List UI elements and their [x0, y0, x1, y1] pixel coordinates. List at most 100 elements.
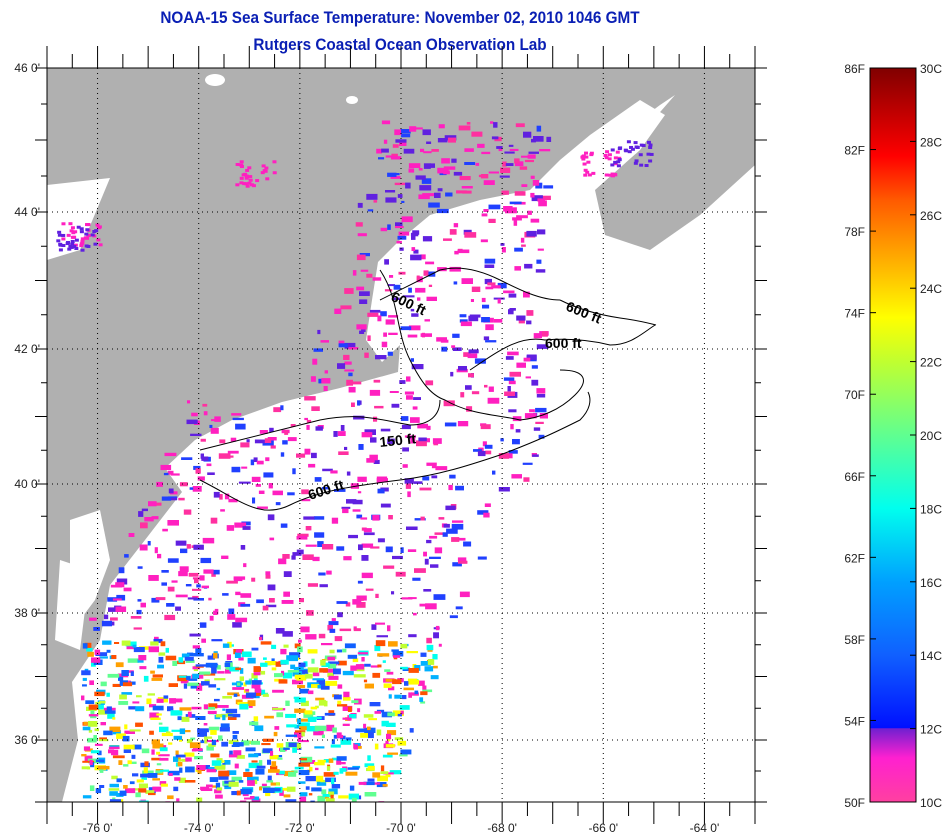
sst-pixel: [364, 727, 376, 733]
sst-pixel: [389, 770, 402, 775]
sst-pixel: [391, 403, 400, 408]
sst-pixel: [311, 787, 322, 792]
sst-pixel: [390, 176, 401, 179]
sst-pixel: [216, 705, 229, 708]
sst-pixel: [384, 669, 391, 672]
sst-pixel: [250, 740, 260, 745]
sst-pixel: [480, 424, 491, 430]
sst-pixel: [333, 771, 339, 775]
sst-pixel: [265, 571, 271, 575]
sst-pixel: [184, 780, 196, 783]
sst-pixel: [434, 547, 443, 554]
sst-pixel: [477, 450, 486, 457]
sst-pixel: [151, 516, 159, 520]
sst-pixel: [149, 730, 154, 735]
sst-pixel: [279, 790, 284, 796]
sst-pixel: [171, 580, 178, 583]
sst-pixel: [199, 671, 211, 675]
sst-pixel: [304, 448, 311, 455]
sst-pixel: [431, 149, 439, 152]
sst-pixel: [424, 558, 429, 565]
sst-pixel: [239, 181, 244, 185]
sst-pixel: [110, 617, 118, 621]
sst-pixel: [133, 627, 142, 630]
sst-pixel: [406, 395, 413, 400]
sst-pixel: [161, 570, 169, 573]
sst-pixel: [283, 571, 292, 577]
sst-pixel: [272, 171, 277, 175]
sst-pixel: [217, 671, 225, 674]
sst-pixel: [420, 254, 426, 260]
sst-pixel: [135, 706, 145, 712]
sst-pixel: [99, 656, 108, 659]
sst-pixel: [375, 622, 385, 625]
sst-pixel: [342, 723, 350, 726]
sst-pixel: [468, 373, 474, 378]
sst-pixel: [94, 743, 103, 746]
sst-pixel: [262, 605, 269, 611]
sst-pixel: [351, 700, 359, 704]
sst-pixel: [424, 319, 430, 322]
sst-pixel: [287, 437, 297, 442]
sst-pixel: [165, 647, 169, 653]
sst-pixel: [208, 743, 216, 747]
sst-pixel: [164, 614, 176, 621]
sst-pixel: [238, 780, 244, 783]
sst-pixel: [388, 686, 395, 691]
sst-pixel: [477, 143, 485, 148]
sst-pixel: [334, 636, 343, 642]
sst-pixel: [432, 654, 438, 660]
sst-pixel: [380, 771, 389, 774]
sst-pixel: [253, 457, 258, 462]
sst-pixel: [297, 669, 308, 674]
sst-pixel: [407, 334, 418, 338]
sst-pixel: [240, 593, 252, 598]
sst-pixel: [186, 676, 191, 680]
sst-pixel: [181, 653, 190, 658]
sst-pixel: [66, 240, 71, 244]
sst-pixel: [426, 637, 432, 644]
sst-pixel: [372, 772, 381, 778]
sst-pixel: [226, 580, 238, 584]
sst-pixel: [530, 175, 535, 179]
sst-pixel: [311, 406, 320, 411]
sst-pixel: [316, 679, 326, 686]
sst-pixel: [351, 797, 357, 802]
sst-pixel: [356, 514, 363, 519]
sst-pixel: [256, 599, 264, 604]
sst-pixel: [285, 734, 297, 737]
sst-pixel: [203, 706, 215, 710]
sst-pixel: [200, 786, 209, 791]
sst-pixel: [429, 163, 435, 168]
sst-pixel: [159, 726, 169, 733]
sst-pixel: [148, 646, 159, 653]
sst-pixel: [415, 287, 426, 293]
sst-pixel: [127, 658, 139, 663]
sst-pixel: [261, 164, 266, 168]
sst-pixel: [161, 732, 173, 737]
sst-pixel: [361, 572, 373, 579]
sst-pixel: [247, 166, 252, 170]
sst-pixel: [214, 764, 226, 770]
sst-pixel: [337, 612, 343, 618]
sst-pixel: [327, 624, 333, 631]
sst-pixel: [397, 194, 403, 198]
sst-pixel: [367, 755, 371, 761]
sst-pixel: [109, 799, 121, 802]
sst-pixel: [125, 641, 137, 647]
sst-pixel: [157, 553, 162, 559]
sst-pixel: [400, 643, 408, 649]
sst-pixel: [250, 183, 255, 187]
sst-pixel: [235, 694, 240, 697]
sst-pixel: [291, 555, 296, 560]
sst-pixel: [147, 541, 151, 546]
sst-pixel: [422, 685, 427, 690]
sst-pixel: [68, 222, 73, 226]
sst-pixel: [459, 314, 467, 318]
sst-pixel: [247, 700, 256, 707]
sst-pixel: [267, 759, 271, 765]
sst-pixel: [512, 217, 522, 221]
sst-pixel: [410, 308, 415, 312]
sst-pixel: [235, 591, 241, 596]
sst-pixel: [404, 478, 414, 484]
